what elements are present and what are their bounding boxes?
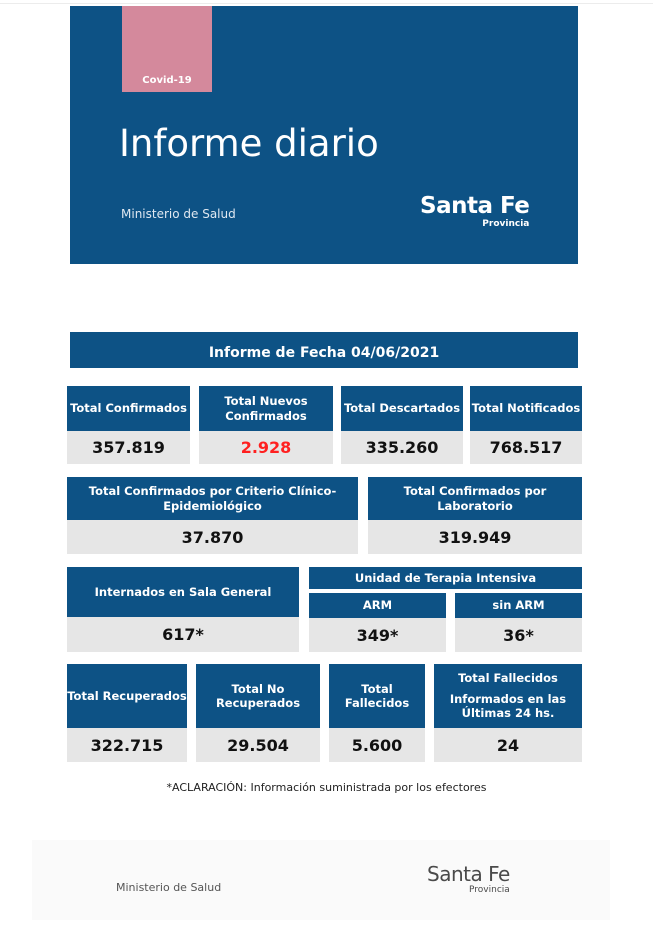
stat-label: Total Fallecidos Informados en las Últim… [434, 664, 582, 728]
stat-value: 29.504 [196, 728, 320, 762]
stat-value: 349* [309, 618, 446, 652]
stat-value: 335.260 [341, 431, 463, 464]
stat-label: Total Recuperados [67, 664, 187, 728]
stat-value: 2.928 [199, 431, 333, 464]
uti-header: Unidad de Terapia Intensiva [309, 567, 582, 589]
stat-descartados: Total Descartados 335.260 [341, 386, 463, 464]
stat-label: Total No Recuperados [196, 664, 320, 728]
clarification-note: *ACLARACIÓN: Información suministrada po… [166, 781, 487, 794]
footer-santa-fe-logo: Santa Fe Provincia [427, 864, 510, 895]
stat-laboratorio: Total Confirmados por Laboratorio 319.94… [368, 477, 582, 554]
cover-banner: Covid-19 Informe diario Ministerio de Sa… [70, 6, 578, 264]
stat-label: Total Confirmados [67, 386, 190, 431]
stat-arm: ARM 349* [309, 593, 446, 652]
footer-logo-main: Santa Fe [427, 862, 510, 886]
stat-label: Total Descartados [341, 386, 463, 431]
logo-main-text: Santa Fe [420, 193, 530, 219]
stat-value: 617* [67, 617, 299, 652]
logo-sub-text: Provincia [482, 219, 530, 229]
stat-fallecidos-24hs: Total Fallecidos Informados en las Últim… [434, 664, 582, 762]
stat-value: 5.600 [329, 728, 425, 762]
stat-label-line2: Informados en las Últimas 24 hs. [449, 691, 567, 721]
stat-value: 768.517 [470, 431, 582, 464]
top-divider [0, 3, 653, 4]
footer-logo-sub: Provincia [469, 885, 510, 895]
footer-ministry: Ministerio de Salud [116, 881, 222, 894]
stat-label: Total Nuevos Confirmados [199, 386, 333, 431]
stat-value: 322.715 [67, 728, 187, 762]
stat-notificados: Total Notificados 768.517 [470, 386, 582, 464]
uti-label: Unidad de Terapia Intensiva [309, 567, 582, 589]
report-date-bar: Informe de Fecha 04/06/2021 [70, 332, 578, 368]
footer: Ministerio de Salud Santa Fe Provincia [32, 840, 610, 920]
covid-tag-label: Covid-19 [142, 75, 192, 86]
stat-nuevos-confirmados: Total Nuevos Confirmados 2.928 [199, 386, 333, 464]
stat-value: 319.949 [368, 520, 582, 554]
covid-tag: Covid-19 [122, 6, 212, 92]
cover-title: Informe diario [119, 122, 379, 165]
stat-sala-general: Internados en Sala General 617* [67, 567, 299, 652]
stat-value: 357.819 [67, 431, 190, 464]
stat-value: 36* [455, 618, 582, 652]
stat-label: Total Fallecidos [329, 664, 425, 728]
stat-value: 24 [434, 728, 582, 762]
stat-label: ARM [309, 593, 446, 618]
stat-label: Internados en Sala General [67, 567, 299, 617]
stat-sin-arm: sin ARM 36* [455, 593, 582, 652]
stat-label: Total Confirmados por Laboratorio [368, 477, 582, 520]
stat-criterio-clinico: Total Confirmados por Criterio Clínico-E… [67, 477, 358, 554]
stat-label-line1: Total Fallecidos [458, 671, 558, 686]
stat-label: Total Notificados [470, 386, 582, 431]
stat-fallecidos: Total Fallecidos 5.600 [329, 664, 425, 762]
cover-ministry: Ministerio de Salud [121, 207, 236, 221]
stat-value: 37.870 [67, 520, 358, 554]
stat-recuperados: Total Recuperados 322.715 [67, 664, 187, 762]
stat-label: sin ARM [455, 593, 582, 618]
stat-label: Total Confirmados por Criterio Clínico-E… [67, 477, 358, 520]
stat-no-recuperados: Total No Recuperados 29.504 [196, 664, 320, 762]
santa-fe-logo: Santa Fe Provincia [420, 193, 530, 230]
stat-total-confirmados: Total Confirmados 357.819 [67, 386, 190, 464]
